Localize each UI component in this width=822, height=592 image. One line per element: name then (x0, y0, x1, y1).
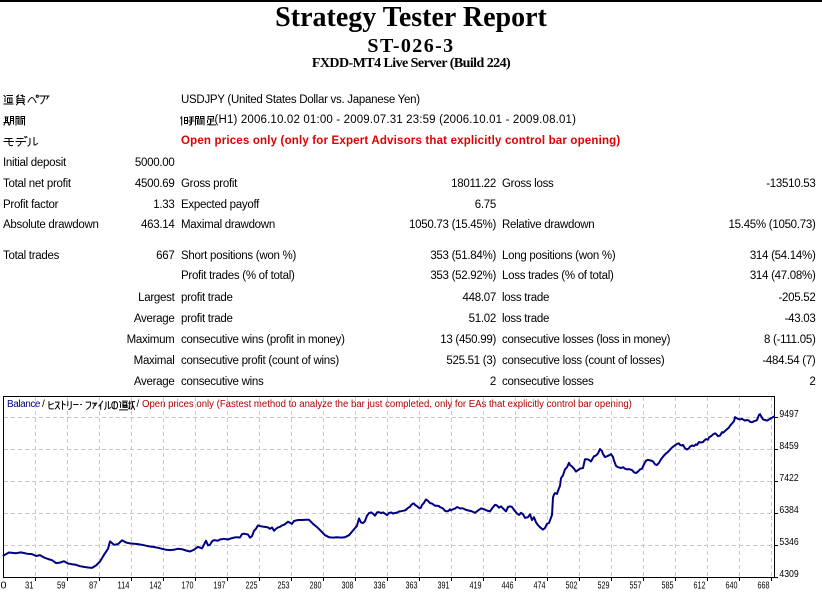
svg-text:5346: 5346 (779, 536, 798, 548)
svg-text:308: 308 (342, 580, 354, 592)
svg-text:446: 446 (502, 580, 514, 592)
svg-text:6384: 6384 (779, 504, 798, 516)
svg-text:142: 142 (150, 580, 162, 592)
svg-text:197: 197 (214, 580, 226, 592)
svg-text:336: 336 (374, 580, 386, 592)
svg-text:87: 87 (89, 580, 98, 592)
svg-text:31: 31 (25, 580, 34, 592)
svg-text:668: 668 (758, 580, 770, 592)
svg-text:9497: 9497 (779, 408, 798, 420)
svg-text:0: 0 (1, 580, 7, 592)
svg-text:585: 585 (662, 580, 674, 592)
svg-text:59: 59 (57, 580, 66, 592)
svg-text:419: 419 (470, 580, 482, 592)
svg-text:4309: 4309 (779, 568, 798, 580)
svg-text:557: 557 (630, 580, 642, 592)
svg-text:8459: 8459 (779, 440, 798, 452)
svg-text:253: 253 (278, 580, 290, 592)
svg-text:391: 391 (438, 580, 450, 592)
svg-text:529: 529 (598, 580, 610, 592)
svg-text:612: 612 (694, 580, 706, 592)
svg-text:7422: 7422 (779, 472, 798, 484)
svg-text:280: 280 (310, 580, 322, 592)
svg-text:363: 363 (406, 580, 418, 592)
svg-text:640: 640 (726, 580, 738, 592)
svg-text:225: 225 (246, 580, 258, 592)
svg-text:114: 114 (118, 580, 130, 592)
svg-text:474: 474 (534, 580, 546, 592)
svg-text:502: 502 (566, 580, 578, 592)
svg-text:170: 170 (182, 580, 194, 592)
